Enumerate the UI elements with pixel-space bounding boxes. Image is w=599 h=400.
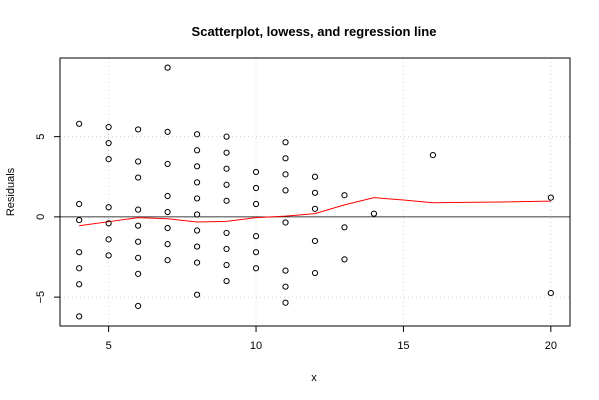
data-point-75	[547, 290, 554, 297]
data-point-52	[252, 200, 260, 208]
data-point-55	[252, 265, 260, 272]
x-tick-label-3: 20	[545, 340, 557, 352]
data-point-67	[311, 237, 319, 245]
data-point-38	[193, 243, 201, 250]
data-point-22	[135, 302, 142, 310]
data-point-7	[105, 123, 112, 131]
data-point-69	[341, 192, 348, 199]
data-point-10	[105, 204, 112, 211]
data-point-1	[76, 200, 83, 208]
data-point-18	[135, 222, 142, 229]
data-point-11	[105, 220, 112, 227]
y-tick-label-0: −5	[35, 291, 47, 304]
data-point-32	[193, 147, 201, 154]
data-point-13	[105, 252, 112, 259]
y-axis: −5 0 5	[35, 134, 60, 304]
data-point-25	[164, 160, 171, 168]
data-point-6	[76, 313, 83, 320]
data-point-23	[164, 64, 171, 71]
data-point-63	[282, 299, 289, 306]
chart-title: Scatterplot, lowess, and regression line	[192, 24, 437, 39]
data-point-28	[164, 225, 171, 232]
data-point-4	[76, 265, 83, 272]
data-point-20	[135, 254, 142, 261]
data-point-35	[193, 195, 201, 202]
data-point-36	[193, 211, 201, 218]
data-point-47	[223, 245, 230, 253]
data-point-54	[252, 249, 260, 256]
data-point-37	[193, 227, 201, 234]
data-point-26	[164, 192, 171, 200]
data-point-58	[282, 171, 289, 178]
data-point-50	[252, 168, 260, 176]
data-point-43	[223, 165, 230, 172]
data-point-29	[164, 241, 171, 248]
y-axis-label: Residuals	[5, 167, 17, 216]
data-point-61	[282, 267, 289, 274]
data-point-42	[223, 149, 230, 156]
data-points	[76, 64, 554, 320]
data-point-17	[135, 206, 142, 213]
data-point-27	[164, 208, 171, 216]
x-axis: 5 10 15 20	[106, 326, 557, 352]
data-point-44	[223, 181, 230, 188]
data-point-14	[135, 126, 142, 133]
data-point-40	[193, 291, 201, 298]
data-point-66	[311, 205, 319, 212]
data-point-2	[76, 216, 83, 224]
data-point-24	[164, 128, 171, 135]
data-point-73	[429, 151, 437, 159]
data-point-8	[105, 139, 112, 147]
data-point-39	[193, 259, 201, 266]
data-point-41	[223, 133, 230, 140]
x-tick-label-1: 10	[250, 340, 262, 352]
data-point-15	[135, 158, 142, 165]
data-point-3	[76, 249, 83, 256]
data-point-49	[223, 277, 230, 285]
data-point-51	[252, 184, 260, 192]
data-point-48	[223, 261, 230, 269]
data-point-64	[311, 173, 319, 180]
data-point-33	[193, 163, 201, 170]
data-point-46	[223, 229, 230, 237]
data-point-30	[164, 257, 171, 264]
data-point-21	[135, 270, 142, 277]
data-point-68	[311, 269, 319, 277]
data-point-0	[76, 120, 83, 127]
data-point-71	[341, 256, 348, 263]
x-tick-label-0: 5	[106, 340, 112, 352]
data-point-70	[341, 224, 348, 231]
data-point-56	[282, 139, 289, 146]
data-point-62	[282, 283, 289, 290]
data-point-57	[282, 155, 289, 162]
x-axis-label: x	[311, 372, 317, 384]
plot-frame	[59, 57, 571, 327]
data-point-34	[193, 179, 201, 186]
y-tick-label-1: 0	[35, 214, 47, 220]
data-point-59	[282, 187, 289, 194]
data-point-72	[370, 210, 378, 217]
data-point-16	[135, 174, 142, 181]
data-point-65	[311, 189, 319, 196]
x-tick-label-2: 15	[397, 340, 409, 352]
lowess-line	[79, 197, 551, 227]
data-point-12	[105, 236, 112, 243]
data-point-74	[547, 194, 554, 201]
data-point-53	[252, 233, 260, 240]
y-tick-label-2: 5	[35, 134, 47, 140]
data-point-5	[76, 281, 83, 288]
data-point-60	[282, 219, 289, 226]
data-point-31	[193, 131, 201, 138]
data-point-45	[223, 197, 230, 204]
grid-lines	[60, 58, 570, 326]
data-point-19	[135, 238, 142, 245]
data-point-9	[105, 156, 112, 163]
